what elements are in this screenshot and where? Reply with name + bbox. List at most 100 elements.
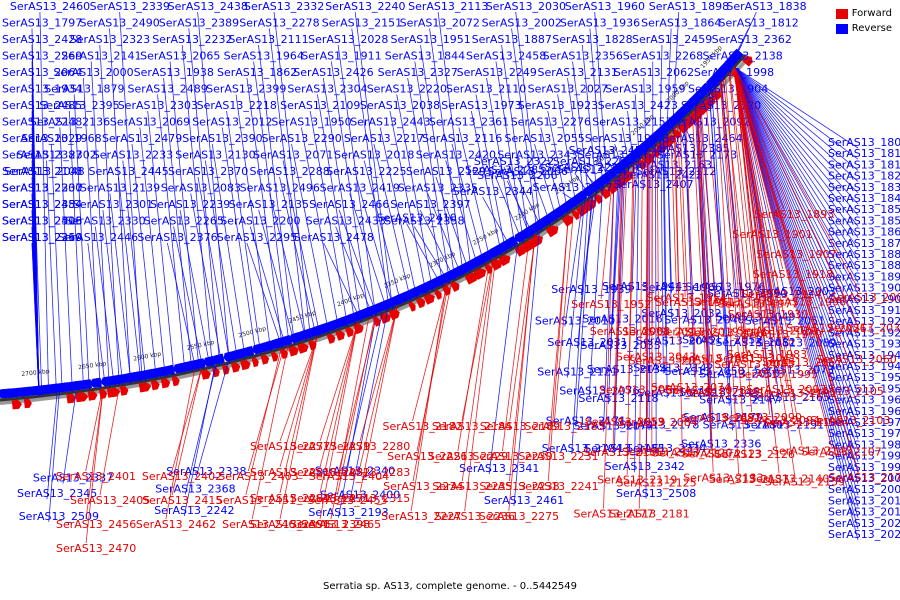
- reverse-gene-label: SerAS13_2132: [637, 386, 717, 399]
- reverse-gene-arrow: [702, 82, 712, 93]
- reverse-gene-label: SerAS13_2265: [144, 215, 224, 228]
- reverse-gene-label: SerAS13_1917: [828, 304, 900, 317]
- forward-gene-arrow: [326, 333, 336, 344]
- forward-gene-label: SerAS13_2282: [290, 466, 370, 479]
- forward-gene-label: SerAS13_2462: [136, 518, 216, 531]
- forward-gene-arrow: [345, 327, 354, 338]
- reverse-gene-label: SerAS13_2038: [360, 99, 440, 112]
- reverse-gene-leader-line: [163, 77, 193, 372]
- reverse-gene-label: SerAS13_2490: [80, 17, 160, 30]
- reverse-gene-leader-line: [197, 176, 231, 363]
- reverse-gene-label: SerAS13_2249: [457, 66, 537, 79]
- reverse-gene-leader-line: [614, 143, 624, 173]
- reverse-gene-label: SerAS13_2142: [633, 362, 713, 375]
- reverse-gene-leader-line: [534, 143, 558, 221]
- reverse-gene-leader-line: [221, 127, 257, 356]
- reverse-gene-label: SerAS13_2496: [240, 182, 320, 195]
- legend: Forward Reverse: [835, 8, 892, 38]
- reverse-gene-leader-line: [733, 66, 859, 350]
- reverse-gene-leader-line: [253, 61, 290, 347]
- reverse-gene-leader-line: [396, 94, 434, 291]
- reverse-gene-leader-line: [379, 127, 418, 299]
- reverse-gene-leader-line: [349, 193, 388, 312]
- reverse-gene-leader-line: [733, 66, 859, 339]
- reverse-gene-label: SerAS13_1911: [301, 50, 381, 63]
- forward-gene-leader-line: [721, 80, 747, 353]
- reverse-gene-leader-line: [309, 110, 349, 327]
- reverse-gene-label: SerAS13_2138: [703, 50, 783, 63]
- reverse-gene-leader-line: [733, 66, 859, 305]
- reverse-gene-label: SerAS13_2185: [584, 442, 664, 455]
- reverse-gene-leader-line: [511, 28, 538, 234]
- reverse-gene-leader-line: [659, 44, 663, 142]
- forward-gene-arrow: [473, 268, 487, 280]
- reverse-gene-label: SerAS13_2304: [287, 83, 367, 96]
- reverse-gene-leader-line: [147, 110, 175, 376]
- reverse-gene-leader-line: [660, 140, 664, 374]
- reverse-gene-leader-line: [683, 118, 695, 378]
- reverse-gene-leader-line: [246, 242, 283, 349]
- reverse-gene-leader-line: [157, 94, 186, 374]
- reverse-gene-label: SerAS13_2343: [497, 149, 577, 162]
- forward-gene-leader-line: [733, 67, 794, 417]
- reverse-gene-label: SerAS13_1953: [828, 371, 900, 384]
- reverse-gene-leader-line: [666, 134, 672, 319]
- forward-gene-label: SerAS13_2470: [56, 542, 136, 555]
- forward-gene-leader-line: [733, 67, 832, 447]
- reverse-gene-label: SerAS13_2062: [614, 66, 694, 79]
- reverse-gene-arrow: [578, 190, 588, 201]
- forward-gene-arrow: [464, 272, 479, 285]
- reverse-gene-leader-line: [39, 11, 49, 396]
- forward-gene-arrow: [561, 215, 574, 227]
- forward-gene-leader-line: [464, 258, 496, 512]
- reverse-gene-arrow: [84, 379, 92, 389]
- reverse-gene-leader-line: [733, 66, 859, 216]
- reverse-gene-leader-line: [335, 226, 374, 317]
- reverse-gene-leader-line: [733, 66, 859, 238]
- reverse-gene-label: SerAS13_2027: [528, 83, 608, 96]
- reverse-gene-label: SerAS13_2069: [110, 116, 190, 129]
- reverse-gene-label: SerAS13_2129: [406, 165, 486, 178]
- forward-gene-leader-line: [85, 387, 104, 520]
- reverse-gene-label: SerAS13_2002: [482, 17, 562, 30]
- reverse-gene-leader-line: [631, 161, 638, 293]
- forward-gene-label: SerAS13_2103: [810, 414, 890, 427]
- reverse-gene-label: SerAS13_2433: [306, 215, 386, 228]
- forward-gene-leader-line: [674, 127, 683, 448]
- reverse-gene-label: SerAS13_2076: [559, 384, 639, 397]
- reverse-gene-arrow: [339, 316, 348, 327]
- tick-label: 2250 kbp: [472, 227, 500, 247]
- forward-gene-leader-line: [457, 261, 490, 452]
- forward-gene-label: SerAS13_1907: [756, 248, 836, 261]
- forward-gene-label: SerAS13_2284: [250, 492, 330, 505]
- forward-gene-label: SerAS13_1930: [728, 308, 808, 321]
- reverse-gene-label: SerAS13_2390: [182, 132, 262, 145]
- reverse-gene-label: SerAS13_1981: [828, 438, 900, 451]
- reverse-gene-label: SerAS13_1959: [605, 83, 685, 96]
- reverse-gene-leader-line: [166, 242, 197, 371]
- reverse-gene-label: SerAS13_2410: [377, 212, 457, 225]
- reverse-gene-label: SerAS13_1898: [649, 0, 729, 13]
- forward-gene-label: SerAS13_2126: [715, 448, 795, 461]
- reverse-gene-label: SerAS13_2458: [466, 50, 546, 63]
- reverse-gene-arrow: [539, 215, 552, 227]
- reverse-gene-leader-line: [279, 176, 317, 338]
- reverse-gene-leader-line: [33, 176, 43, 397]
- forward-gene-label: SerAS13_2405: [70, 494, 150, 507]
- forward-gene-label: SerAS13_2275: [479, 510, 559, 523]
- reverse-gene-leader-line: [666, 28, 672, 136]
- forward-gene-leader-line: [646, 151, 649, 478]
- reverse-gene-leader-line: [733, 67, 786, 297]
- forward-gene-label: SerAS13_2001: [830, 291, 900, 304]
- forward-gene-label: SerAS13_2087: [681, 412, 761, 425]
- forward-gene-leader-line: [171, 369, 202, 496]
- forward-gene-label: SerAS13_2229: [428, 450, 508, 463]
- reverse-gene-label: SerAS13_2113: [408, 0, 488, 13]
- reverse-gene-label: SerAS13_2376: [137, 231, 217, 244]
- reverse-gene-leader-line: [427, 193, 463, 277]
- forward-gene-leader-line: [729, 72, 759, 310]
- reverse-gene-label: SerAS13_2136: [30, 116, 110, 129]
- forward-gene-label: SerAS13_2234: [383, 480, 463, 493]
- forward-gene-leader-line: [279, 336, 318, 468]
- reverse-gene-label: SerAS13_2341: [459, 462, 539, 475]
